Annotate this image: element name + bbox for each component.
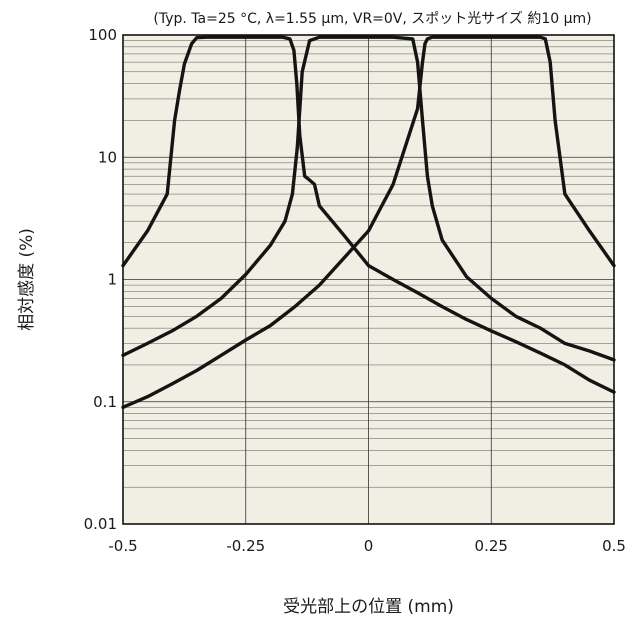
series-line-1 <box>121 35 616 394</box>
y-tick-label: 0.1 <box>93 393 117 411</box>
x-tick-labels: -0.5 -0.25 0 0.25 0.5 <box>108 537 626 555</box>
x-tick-label: -0.5 <box>108 537 137 555</box>
series-line-2 <box>121 35 616 362</box>
y-tick-label: 1 <box>107 271 117 289</box>
x-tick-label: 0.25 <box>475 537 508 555</box>
plot-frame <box>122 34 615 525</box>
y-axis-title: 相対感度 (%) <box>17 228 37 331</box>
x-axis-title: 受光部上の位置 (mm) <box>283 597 454 617</box>
x-tick-label: 0.5 <box>602 537 626 555</box>
y-tick-label: 0.01 <box>84 515 117 533</box>
chart-title: (Typ. Ta=25 °C, λ=1.55 μm, VR=0V, スポット光サ… <box>153 11 591 27</box>
curves <box>121 35 616 409</box>
y-tick-label: 100 <box>88 26 117 44</box>
x-tick-label: -0.25 <box>226 537 265 555</box>
y-tick-label: 10 <box>98 148 117 166</box>
y-tick-labels: 0.01 0.1 1 10 100 <box>84 26 117 533</box>
series-line-3 <box>121 35 616 409</box>
x-tick-label: 0 <box>364 537 374 555</box>
